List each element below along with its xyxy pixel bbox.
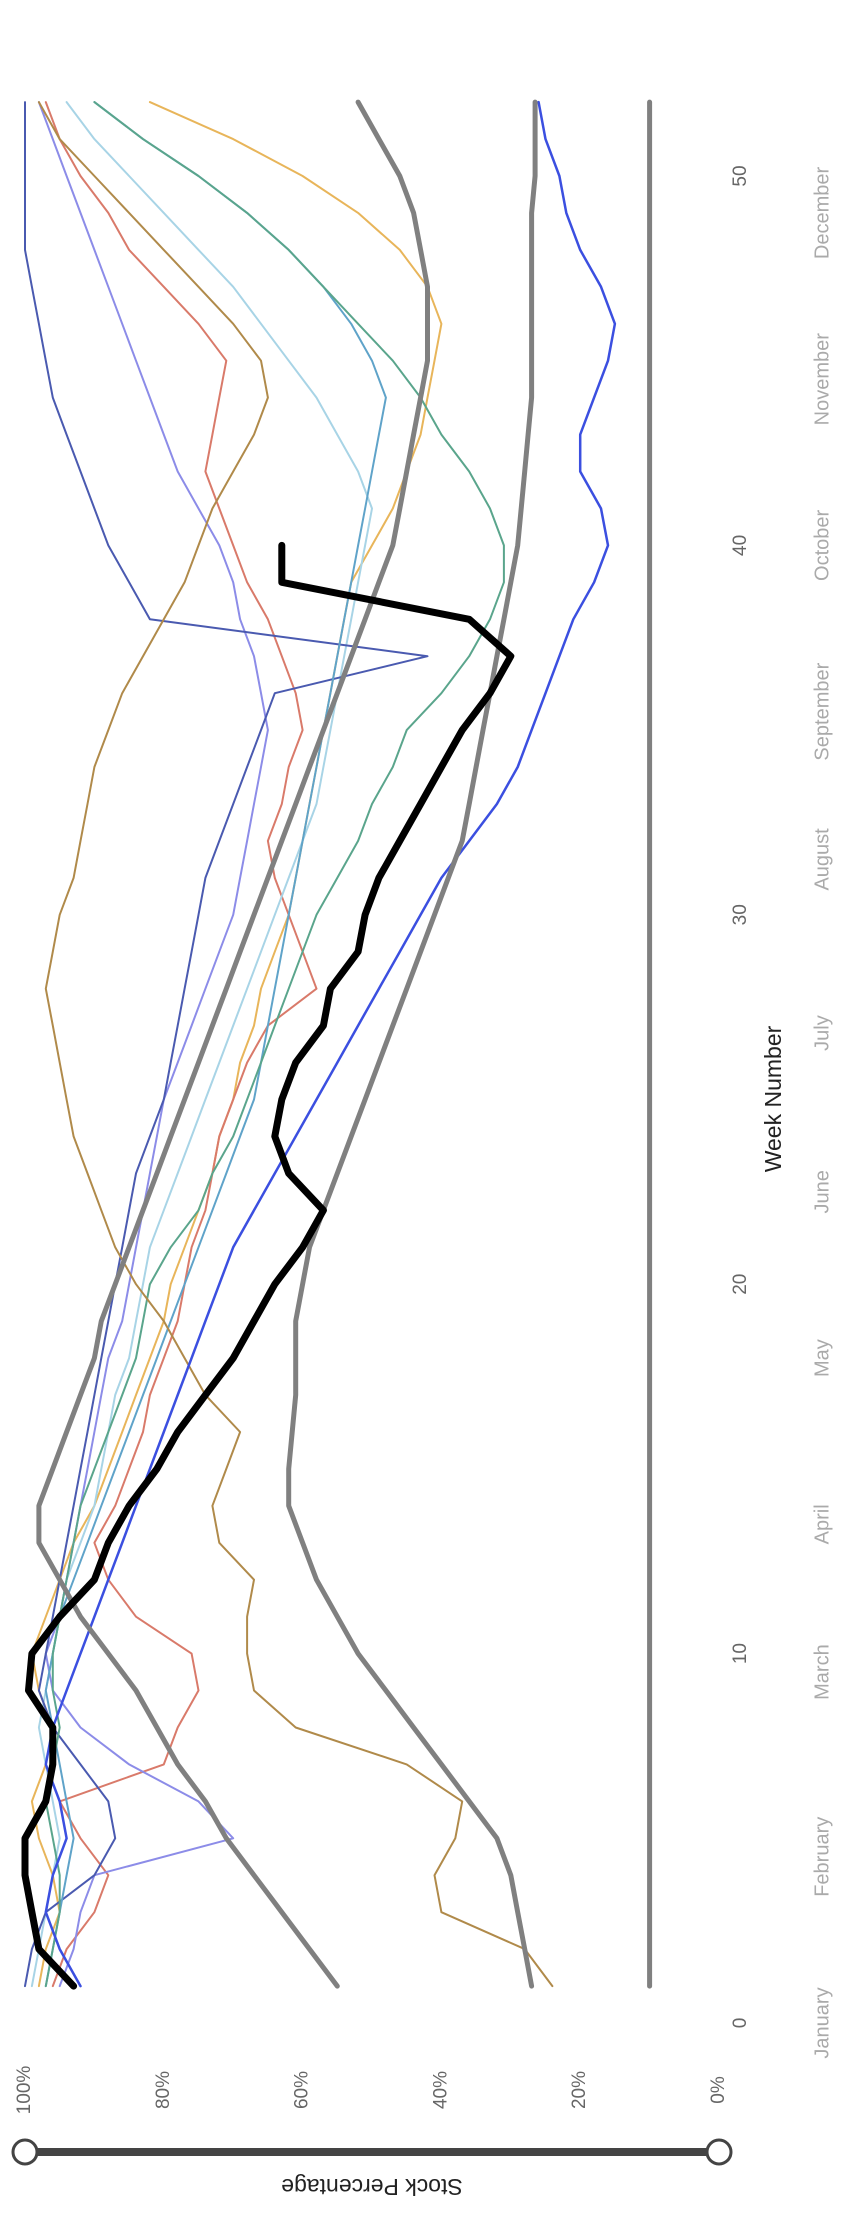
x-tick-label: 30	[730, 904, 751, 925]
series-line	[286, 99, 538, 1989]
y-tick-label: 80%	[153, 2071, 174, 2109]
month-label: March	[811, 1644, 833, 1700]
x-tick-label: 40	[730, 535, 751, 556]
series-line	[36, 99, 430, 1989]
month-label: October	[811, 509, 833, 580]
x-tick-label: 10	[730, 1643, 751, 1664]
range-slider-handle-bottom[interactable]	[705, 2138, 733, 2166]
series-line	[44, 101, 387, 1988]
month-label: June	[811, 1170, 833, 1213]
x-tick-label: 20	[730, 1274, 751, 1295]
y-tick-label: 40%	[430, 2071, 451, 2109]
series-line	[37, 101, 554, 1988]
month-label: January	[811, 1987, 833, 2058]
series-line	[44, 101, 318, 1988]
series-line	[37, 101, 269, 1988]
x-axis-label: Week Number	[760, 1025, 786, 1172]
range-slider-handle-top[interactable]	[11, 2138, 39, 2166]
month-label: August	[811, 828, 833, 891]
month-label: February	[811, 1817, 833, 1897]
month-label: May	[811, 1339, 833, 1377]
y-tick-label: 100%	[14, 2066, 35, 2115]
month-label: November	[811, 333, 833, 426]
y-axis-label: Stock Percentage	[281, 2174, 463, 2200]
series-line	[21, 541, 515, 1990]
series-line	[44, 100, 617, 1988]
month-label: July	[811, 1015, 833, 1051]
series-line	[24, 101, 429, 1988]
series-line	[30, 101, 443, 1988]
y-tick-label: 0%	[708, 2076, 729, 2104]
month-label: April	[811, 1504, 833, 1544]
series-line	[30, 101, 373, 1988]
series-line	[44, 101, 505, 1988]
y-tick-label: 20%	[569, 2071, 590, 2109]
x-tick-label: 50	[730, 165, 751, 186]
y-tick-label: 60%	[292, 2071, 313, 2109]
month-label: September	[811, 662, 833, 760]
month-label: December	[811, 166, 833, 259]
x-tick-label: 0	[730, 2018, 751, 2029]
